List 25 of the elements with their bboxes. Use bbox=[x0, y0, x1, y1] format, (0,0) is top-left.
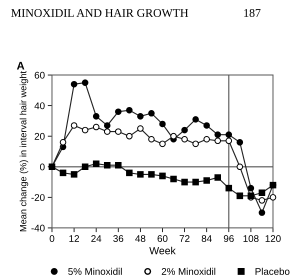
x-tick-label: 120 bbox=[266, 235, 281, 242]
y-tick-label: 60 bbox=[34, 72, 45, 79]
x-tick-label: 36 bbox=[113, 235, 124, 242]
y-axis-title: Mean change (%) in interval hair weight bbox=[20, 71, 28, 232]
y-tick-label: -40 bbox=[31, 224, 45, 232]
x-tick-label: 108 bbox=[244, 235, 259, 242]
x-tick-label: 72 bbox=[180, 235, 190, 242]
legend-label: 5% Minoxidil bbox=[68, 268, 122, 275]
legend-label: Placebo bbox=[256, 268, 290, 275]
x-tick-label: 0 bbox=[50, 235, 54, 242]
x-tick-label: 60 bbox=[158, 235, 168, 242]
y-tick-label: 20 bbox=[34, 132, 45, 140]
y-tick-label: 0 bbox=[40, 164, 45, 170]
y-tick-label: -20 bbox=[31, 194, 45, 201]
x-tick-label: 48 bbox=[135, 235, 146, 242]
legend-label: 2% Minoxidil bbox=[162, 268, 216, 275]
x-tick-label: 84 bbox=[202, 235, 212, 242]
x-tick-label: 24 bbox=[91, 235, 102, 242]
x-tick-label: 12 bbox=[69, 235, 80, 242]
y-tick-label: 40 bbox=[34, 102, 45, 110]
x-axis-title: Week bbox=[149, 246, 176, 254]
text: MINOXIDIL AND HAIR GROWTH bbox=[11, 9, 188, 18]
chart-title: A bbox=[16, 62, 24, 70]
x-tick-label: 96 bbox=[224, 235, 234, 242]
text: 187 bbox=[244, 8, 261, 17]
